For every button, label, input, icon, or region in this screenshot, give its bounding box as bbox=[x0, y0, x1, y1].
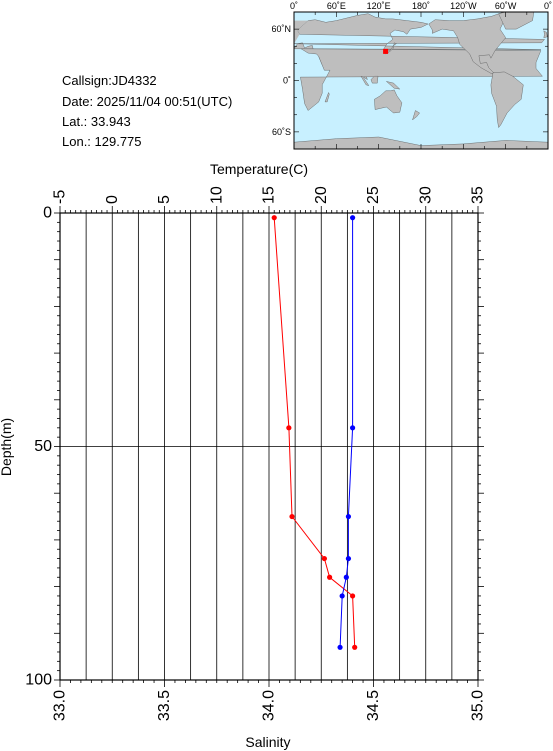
callsign-text: Callsign:JD4332 bbox=[62, 73, 157, 88]
salinity-tick-label: 35.0 bbox=[470, 690, 487, 721]
data-point bbox=[339, 593, 345, 599]
salinity-tick-label: 33.5 bbox=[156, 690, 173, 721]
latitude-text: Lat.: 33.943 bbox=[62, 114, 131, 129]
map-lat-labels: 60˚N 0˚ 60˚S bbox=[271, 24, 291, 137]
temperature-ticks: -5 0 5 10 15 20 25 30 35 bbox=[52, 186, 487, 213]
map-lon-label: 60˚E bbox=[327, 1, 346, 11]
depth-tick-label: 0 bbox=[43, 205, 52, 222]
depth-tick-label: 50 bbox=[34, 438, 52, 455]
land-polygon bbox=[412, 110, 420, 121]
land-polygon bbox=[370, 75, 379, 84]
chart-grid bbox=[60, 213, 478, 680]
data-point bbox=[289, 513, 295, 520]
temperature-tick-label: 25 bbox=[365, 186, 382, 204]
land-polygon bbox=[324, 91, 330, 103]
world-map: 0˚ 60˚E 120˚E 180˚ 120˚W 60˚W 0˚ 60˚N 0˚ 60˚S bbox=[271, 1, 552, 150]
land-polygon bbox=[374, 89, 403, 114]
data-point bbox=[345, 513, 352, 520]
depth-axis-label: Depth(m) bbox=[0, 418, 14, 476]
map-lon-label: 60˚W bbox=[495, 1, 517, 11]
salinity-tick-label: 34.0 bbox=[261, 690, 278, 721]
temperature-tick-label: 30 bbox=[417, 186, 434, 204]
data-point bbox=[343, 574, 349, 580]
map-lon-label: 0˚ bbox=[544, 1, 552, 11]
temperature-tick-label: 20 bbox=[313, 186, 330, 204]
map-lat-label: 0˚ bbox=[283, 76, 291, 86]
land-polygon bbox=[428, 11, 510, 74]
data-point bbox=[327, 574, 333, 580]
temperature-tick-label: 5 bbox=[156, 195, 173, 204]
data-point bbox=[271, 215, 277, 221]
map-lon-labels: 0˚ 60˚E 120˚E 180˚ 120˚W 60˚W 0˚ bbox=[290, 1, 552, 11]
map-lat-label: 60˚N bbox=[271, 24, 291, 34]
temperature-tick-label: 0 bbox=[104, 195, 121, 204]
longitude-text: Lon.: 129.775 bbox=[62, 134, 142, 149]
depth-ticks: 0 50 100 bbox=[25, 205, 484, 689]
salinity-axis-label: Salinity bbox=[245, 734, 290, 750]
series-line bbox=[273, 217, 356, 648]
salinity-tick-label: 34.5 bbox=[365, 690, 382, 721]
map-lat-label: 60˚S bbox=[272, 127, 291, 137]
land-polygon bbox=[294, 20, 309, 44]
station-marker bbox=[383, 48, 389, 54]
data-point bbox=[352, 644, 358, 650]
data-point bbox=[286, 425, 292, 431]
map-frame bbox=[293, 11, 549, 150]
salinity-ticks: 33.0 33.5 34.0 34.5 35.0 bbox=[52, 680, 487, 721]
temperature-axis-label: Temperature(C) bbox=[210, 161, 308, 177]
data-point bbox=[337, 644, 343, 650]
depth-tick-label: 100 bbox=[25, 672, 52, 689]
data-point bbox=[350, 593, 356, 599]
map-lon-label: 120˚E bbox=[367, 1, 391, 11]
land-polygon bbox=[490, 71, 524, 129]
series-layer bbox=[271, 215, 358, 650]
date-text: Date: 2025/11/04 00:51(UTC) bbox=[62, 94, 233, 109]
temperature-tick-label: 35 bbox=[470, 186, 487, 204]
profile-chart: -5 0 5 10 15 20 25 30 35 33.0 33.5 34.0 34.5 35.0 05… bbox=[0, 161, 487, 750]
salinity-tick-label: 33.0 bbox=[52, 690, 69, 721]
data-point bbox=[350, 425, 356, 431]
land-polygon bbox=[543, 30, 548, 38]
land-polygon bbox=[386, 81, 401, 90]
land-polygon bbox=[360, 75, 370, 86]
map-lon-label: 0˚ bbox=[290, 1, 298, 11]
data-point bbox=[321, 555, 327, 562]
temperature-tick-label: -5 bbox=[52, 190, 69, 204]
map-lon-label: 180˚ bbox=[412, 1, 430, 11]
temperature-tick-label: 15 bbox=[261, 186, 278, 204]
temperature-tick-label: 10 bbox=[208, 186, 225, 204]
map-lon-label: 120˚W bbox=[450, 1, 477, 11]
series-line bbox=[339, 217, 354, 648]
data-point bbox=[350, 215, 356, 221]
data-point bbox=[345, 555, 352, 562]
